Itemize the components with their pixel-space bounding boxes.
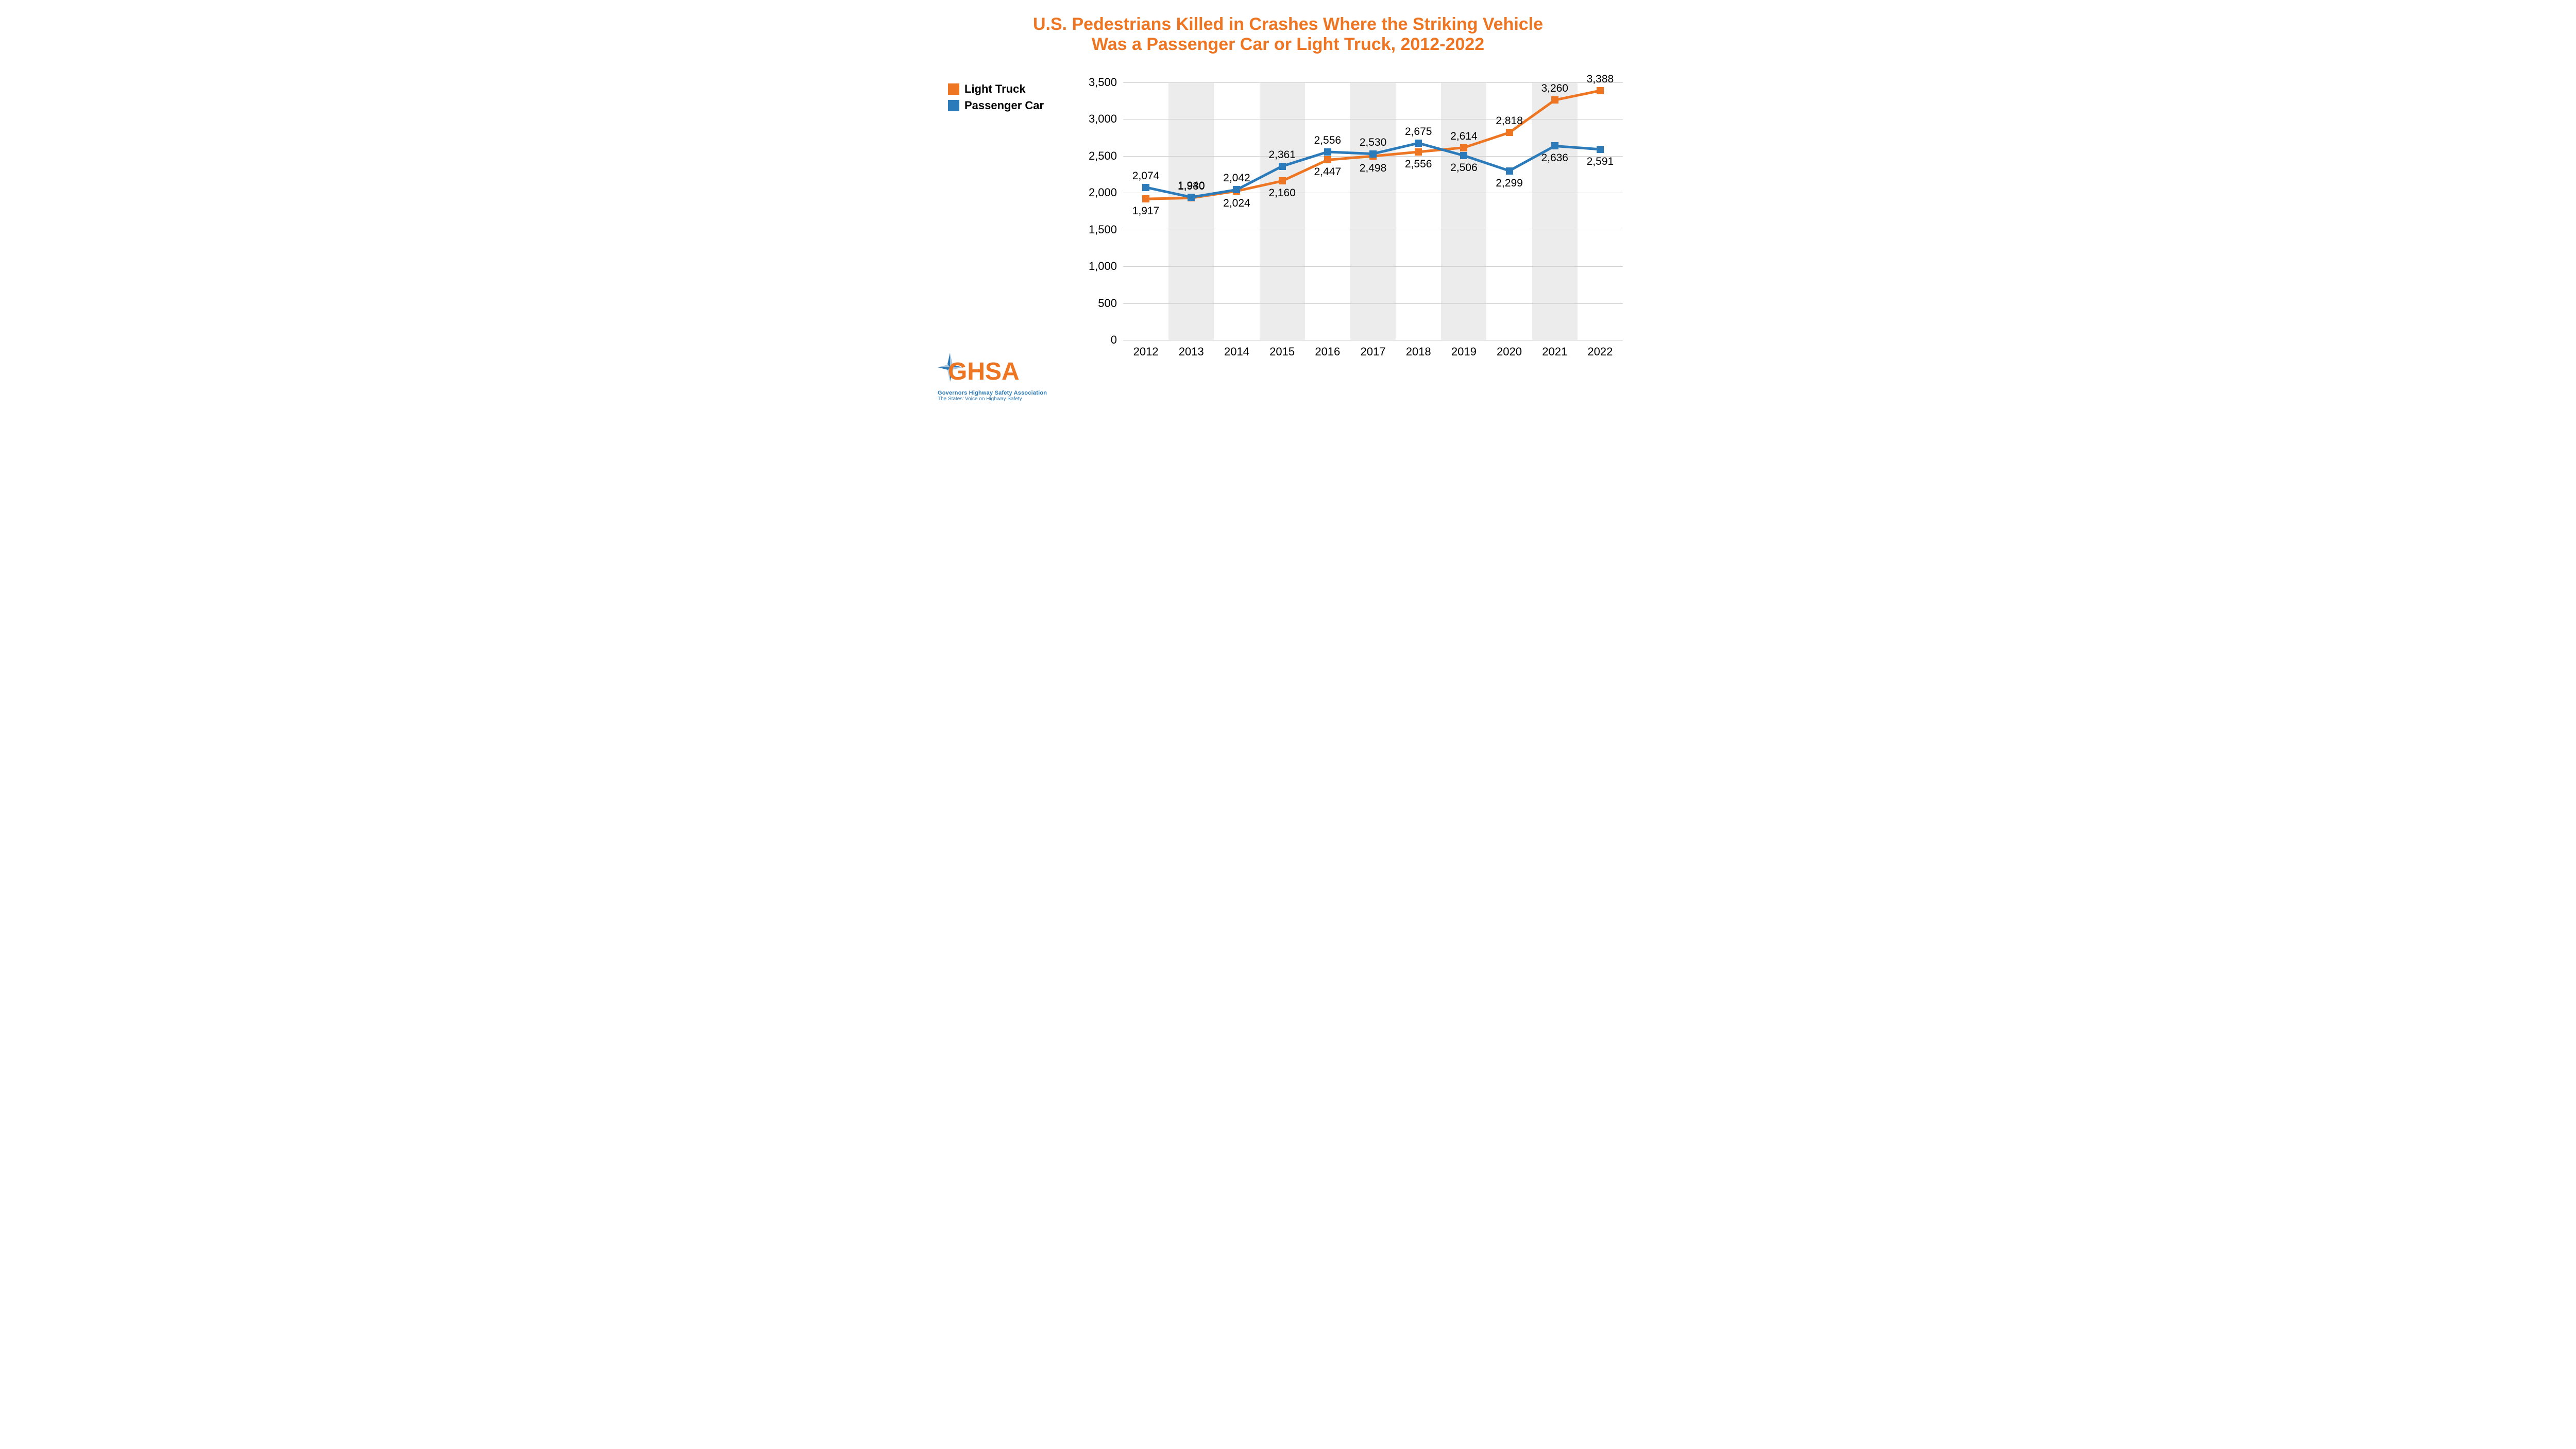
series-marker [1188, 194, 1195, 201]
x-axis-label: 2017 [1361, 340, 1386, 359]
data-label: 1,940 [1178, 180, 1205, 192]
y-axis-label: 2,000 [1089, 186, 1123, 199]
series-marker [1460, 144, 1467, 151]
series-marker [1415, 148, 1422, 156]
legend-swatch [948, 100, 959, 111]
chart: 05001,0001,5002,0002,5003,0003,500201220… [1066, 82, 1628, 371]
y-axis-label: 1,500 [1089, 223, 1123, 236]
series-marker [1279, 177, 1286, 184]
x-axis-label: 2018 [1406, 340, 1431, 359]
legend-label: Light Truck [964, 82, 1026, 96]
data-label: 2,447 [1314, 166, 1342, 178]
y-axis-label: 0 [1111, 333, 1123, 347]
data-label: 2,556 [1314, 134, 1342, 147]
data-label: 2,299 [1496, 177, 1523, 190]
title-line2: Was a Passenger Car or Light Truck, 2012… [1092, 35, 1484, 54]
y-axis-label: 500 [1098, 297, 1123, 310]
x-axis-label: 2012 [1133, 340, 1159, 359]
x-axis-label: 2014 [1224, 340, 1249, 359]
x-axis-label: 2015 [1269, 340, 1295, 359]
data-label: 2,636 [1541, 152, 1568, 164]
plot-area: 05001,0001,5002,0002,5003,0003,500201220… [1123, 82, 1623, 340]
data-label: 2,591 [1587, 156, 1614, 168]
data-label: 2,530 [1360, 137, 1387, 149]
x-axis-label: 2013 [1179, 340, 1204, 359]
x-axis-label: 2016 [1315, 340, 1340, 359]
x-axis-label: 2019 [1451, 340, 1477, 359]
logo-subtitle-2: The States' Voice on Highway Safety [938, 396, 1056, 402]
data-label: 2,506 [1450, 162, 1478, 174]
logo-subtitle-1: Governors Highway Safety Association [938, 390, 1056, 396]
series-marker [1324, 156, 1331, 163]
series-marker [1506, 167, 1513, 175]
series-marker [1233, 186, 1240, 193]
x-axis-label: 2021 [1542, 340, 1567, 359]
series-marker [1460, 152, 1467, 159]
ghsa-logo-mark: GHSA [938, 353, 1056, 389]
data-label: 1,917 [1132, 205, 1160, 217]
x-axis-label: 2022 [1587, 340, 1613, 359]
y-axis-label: 3,500 [1089, 76, 1123, 89]
legend-label: Passenger Car [964, 99, 1044, 112]
x-axis-label: 2020 [1497, 340, 1522, 359]
y-axis-label: 1,000 [1089, 260, 1123, 273]
series-marker [1279, 163, 1286, 170]
series-marker [1597, 87, 1604, 94]
data-label: 2,614 [1450, 130, 1478, 143]
data-label: 2,556 [1405, 158, 1432, 171]
legend-item: Light Truck [948, 82, 1044, 96]
series-marker [1551, 142, 1558, 149]
series-marker [1369, 150, 1377, 158]
legend-item: Passenger Car [948, 99, 1044, 112]
series-marker [1142, 184, 1149, 191]
series-marker [1506, 129, 1513, 136]
data-label: 2,361 [1268, 149, 1296, 161]
data-label: 3,260 [1541, 82, 1568, 95]
y-axis-label: 2,500 [1089, 149, 1123, 163]
data-label: 2,024 [1223, 197, 1250, 210]
legend: Light Truck Passenger Car [948, 82, 1044, 115]
legend-swatch [948, 83, 959, 95]
series-marker [1415, 140, 1422, 147]
chart-title: U.S. Pedestrians Killed in Crashes Where… [917, 0, 1659, 55]
ghsa-text: GHSA [948, 358, 1020, 385]
series-marker [1551, 96, 1558, 104]
data-label: 2,160 [1268, 187, 1296, 199]
page: U.S. Pedestrians Killed in Crashes Where… [917, 0, 1659, 417]
data-label: 2,818 [1496, 115, 1523, 127]
y-axis-label: 3,000 [1089, 112, 1123, 126]
series-marker [1142, 195, 1149, 202]
data-label: 2,074 [1132, 170, 1160, 182]
line-layers [1123, 82, 1623, 340]
data-label: 2,042 [1223, 172, 1250, 184]
data-label: 3,388 [1587, 73, 1614, 86]
data-label: 2,498 [1360, 162, 1387, 175]
series-marker [1597, 146, 1604, 153]
data-label: 2,675 [1405, 126, 1432, 138]
title-line1: U.S. Pedestrians Killed in Crashes Where… [1033, 14, 1543, 34]
ghsa-logo: GHSA Governors Highway Safety Associatio… [938, 353, 1056, 402]
series-marker [1324, 148, 1331, 156]
